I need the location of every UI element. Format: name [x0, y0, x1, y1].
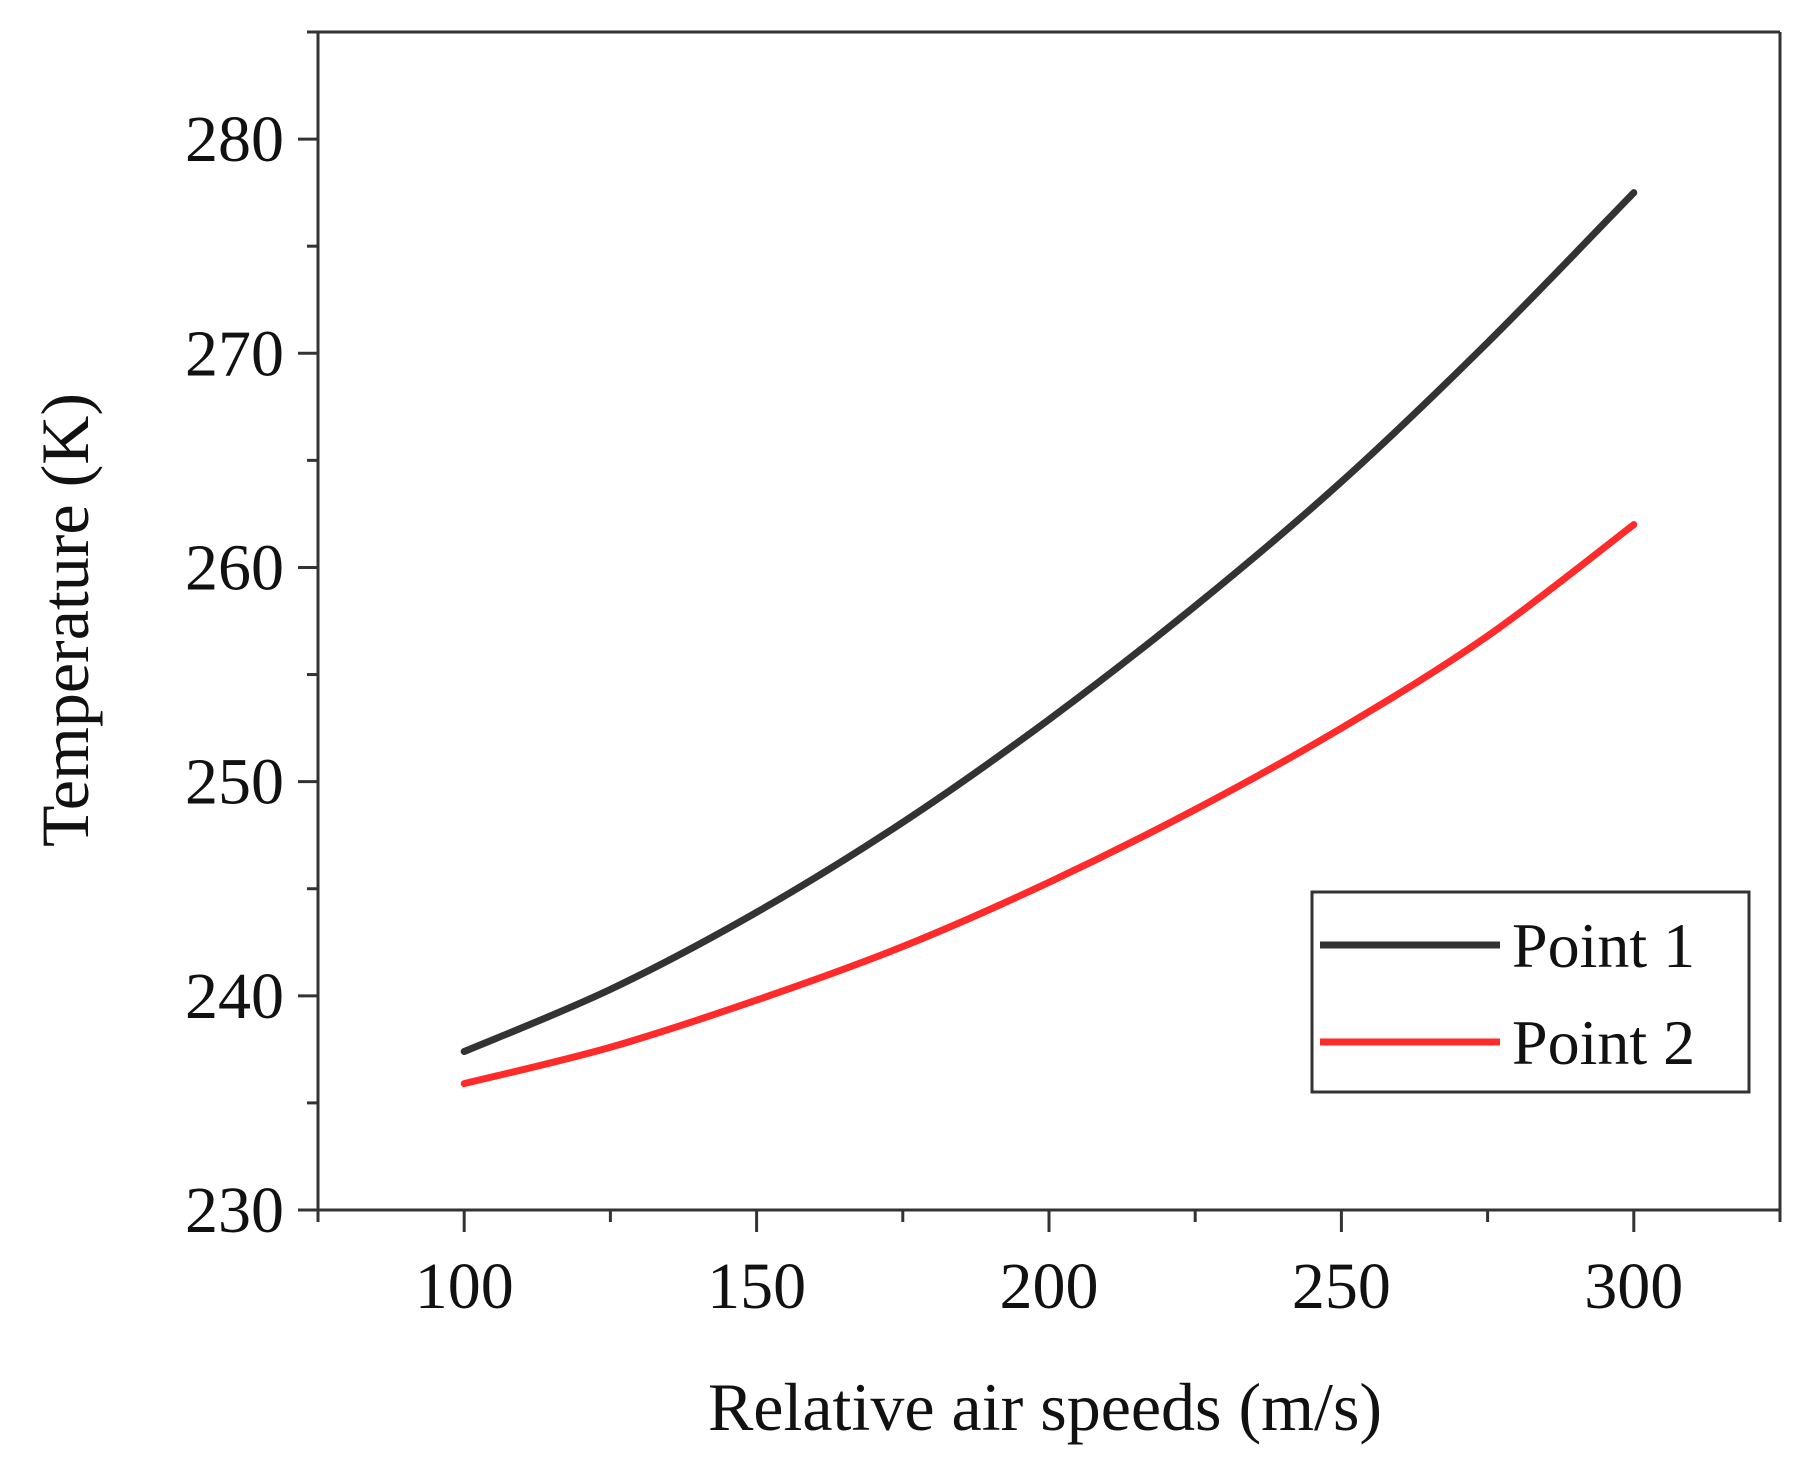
series-lines: [460, 189, 1638, 1088]
y-tick-label: 280: [185, 103, 284, 176]
legend-label-point-2: Point 2: [1512, 1007, 1695, 1078]
series-line-point-2: [460, 521, 1638, 1088]
y-tick-label: 260: [185, 531, 284, 604]
legend: Point 1 Point 2: [1310, 890, 1751, 1094]
x-tick-label: 250: [1292, 1250, 1391, 1323]
x-axis-title: Relative air speeds (m/s): [708, 1369, 1382, 1445]
legend-box: [1310, 890, 1751, 1094]
series-line-point-1: [460, 189, 1638, 1056]
x-tick-label: 200: [1000, 1250, 1099, 1323]
x-tick-label: 150: [707, 1250, 806, 1323]
x-tick-label: 300: [1584, 1250, 1683, 1323]
y-tick-label: 230: [185, 1174, 284, 1247]
y-tick-label: 250: [185, 746, 284, 819]
y-tick-label: 270: [185, 317, 284, 390]
y-tick-label: 240: [185, 960, 284, 1033]
legend-label-point-1: Point 1: [1512, 910, 1695, 981]
x-tick-label: 100: [415, 1250, 514, 1323]
y-axis-title: Temperature (K): [27, 393, 103, 847]
axis-ticks: 100 150 200 250 300 230 240 250 260 270 280: [185, 30, 1782, 1323]
